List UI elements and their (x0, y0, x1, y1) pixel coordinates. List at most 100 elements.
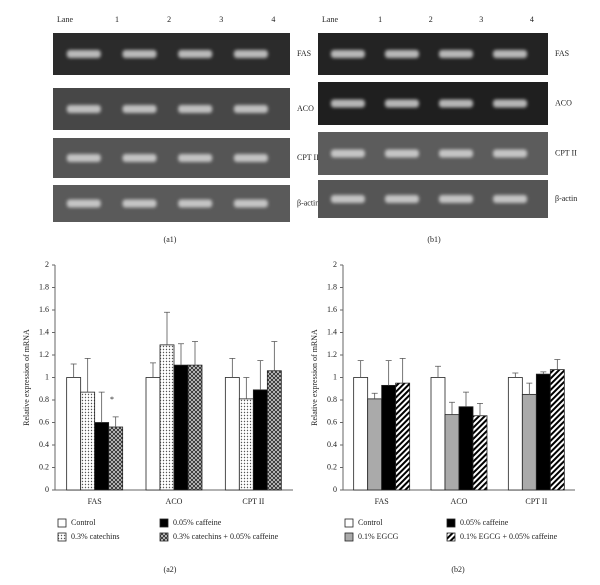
bar (395, 382, 411, 491)
bar (367, 398, 383, 491)
error-bar (229, 357, 236, 378)
bar (173, 364, 189, 491)
gel-band (178, 105, 213, 113)
gel-band (493, 99, 528, 108)
x-tick-label: ACO (166, 497, 183, 506)
error-bar (512, 372, 519, 378)
error-bar (84, 357, 91, 393)
gene-label: ACO (297, 104, 314, 113)
panel-label: (b2) (451, 565, 465, 574)
bar (521, 393, 537, 491)
error-bar (435, 365, 441, 378)
y-tick-label: 1.4 (327, 327, 337, 336)
legend-label: 0.3% catechins (71, 532, 119, 541)
y-tick-label: 0.2 (327, 462, 337, 471)
lane-label: 3 (219, 15, 223, 24)
legend-swatch (344, 532, 354, 542)
gel-band (233, 50, 268, 58)
legend-swatch (159, 532, 169, 542)
error-bar (554, 359, 561, 370)
legend-swatch (57, 518, 67, 528)
gel-band (233, 105, 268, 113)
lane-label: 4 (271, 15, 275, 24)
gene-label: FAS (297, 49, 311, 58)
error-bar (192, 341, 198, 366)
bar (94, 422, 110, 491)
lane-header: Lane (57, 15, 73, 24)
y-tick-label: 1.4 (39, 327, 49, 336)
gel-band (330, 50, 365, 58)
gel-band (178, 50, 213, 58)
x-tick-label: CPT II (242, 497, 264, 506)
lane-header: Lane (322, 15, 338, 24)
x-tick-label: FAS (88, 497, 102, 506)
panel-label: (a1) (164, 235, 177, 244)
x-tick-label: ACO (451, 497, 468, 506)
y-tick-label: 0.8 (327, 395, 337, 404)
legend-label: 0.05% caffeine (460, 518, 509, 527)
error-bar (70, 363, 77, 378)
gene-label: ACO (555, 98, 572, 107)
lane-label: 1 (115, 15, 119, 24)
legend-swatch (446, 518, 456, 528)
legend-swatch (344, 518, 354, 528)
panel-label: (a2) (164, 565, 177, 574)
bar (549, 369, 565, 491)
y-tick-label: 0.2 (39, 462, 49, 471)
y-axis-label: Relative expression of mRNA (310, 329, 319, 426)
y-tick-label: 1 (333, 372, 337, 381)
legend-label: Control (71, 518, 96, 527)
bar (80, 391, 96, 491)
legend-swatch (446, 532, 456, 542)
legend-label: 0.1% EGCG + 0.05% caffeine (460, 532, 558, 541)
bar (224, 377, 240, 491)
gel-band (330, 99, 365, 108)
y-tick-label: 1.2 (327, 350, 337, 359)
annotation: * (110, 395, 114, 404)
bar (444, 414, 460, 491)
error-bar (357, 360, 364, 378)
gel-band (384, 50, 419, 58)
y-tick-label: 0 (45, 485, 49, 494)
error-bar (243, 377, 250, 399)
gel-band (330, 195, 365, 203)
bar (266, 370, 282, 491)
error-bar (150, 362, 156, 378)
gel-band (493, 50, 528, 58)
gel-band (66, 199, 101, 208)
x-tick-label: CPT II (525, 497, 547, 506)
lane-label: 4 (530, 15, 534, 24)
bar (430, 377, 446, 491)
bar (108, 426, 124, 491)
y-tick-label: 0 (333, 485, 337, 494)
y-tick-label: 0.8 (39, 395, 49, 404)
error-bar (540, 371, 547, 375)
y-tick-label: 1.2 (39, 350, 49, 359)
gel-band (439, 195, 473, 203)
error-bar (98, 391, 105, 423)
legend-swatch (57, 532, 67, 542)
y-tick-label: 1.8 (327, 282, 337, 291)
gel-band (122, 154, 157, 162)
y-tick-label: 1.8 (39, 282, 49, 291)
panel-label: (b1) (427, 235, 441, 244)
bar (187, 364, 203, 491)
legend-label: 0.05% caffeine (173, 518, 222, 527)
gel-band (178, 199, 213, 208)
gene-label: β-actin (297, 198, 319, 207)
bar (252, 389, 268, 491)
gel-band (384, 195, 419, 203)
y-tick-label: 0.6 (39, 417, 49, 426)
gel-band (233, 154, 268, 162)
y-tick-label: 1.6 (327, 305, 337, 314)
y-tick-label: 2 (45, 260, 49, 269)
error-bar (112, 416, 119, 427)
error-bar (463, 391, 469, 407)
gene-label: β-actin (555, 194, 577, 203)
error-bar (526, 382, 533, 395)
y-tick-label: 0.4 (327, 440, 337, 449)
legend-label: Control (358, 518, 383, 527)
error-bar (371, 392, 378, 399)
error-bar (271, 341, 278, 371)
